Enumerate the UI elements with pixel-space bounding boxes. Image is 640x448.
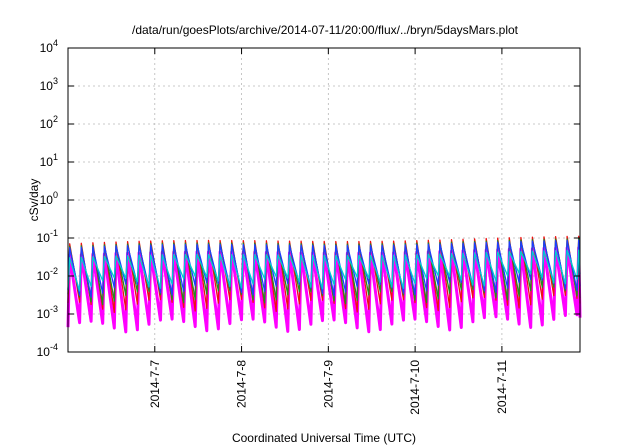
y-tick-label: 104 [40, 38, 58, 55]
x-tick-label: 2014-7-8 [235, 360, 249, 408]
flux-series-line [67, 239, 581, 298]
chart-title: /data/run/goesPlots/archive/2014-07-11/2… [132, 23, 519, 37]
series-layer [66, 235, 582, 334]
flux-series-line [67, 238, 581, 306]
y-tick-label: 10-2 [37, 266, 58, 283]
y-tick-label: 10-4 [37, 342, 58, 359]
y-axis-label: cSv/day [27, 179, 41, 222]
y-tick-label: 102 [40, 114, 58, 131]
y-tick-label: 10-1 [37, 228, 58, 245]
x-tick-label: 2014-7-11 [495, 360, 509, 414]
y-tick-label: 101 [40, 152, 58, 169]
y-tick-label: 100 [40, 190, 58, 207]
y-tick-label: 10-3 [37, 304, 58, 321]
flux-series-line [67, 235, 581, 314]
x-tick-label: 2014-7-10 [408, 360, 422, 415]
y-tick-label: 103 [40, 76, 58, 93]
x-tick-label: 2014-7-9 [321, 360, 335, 408]
x-tick-label: 2014-7-7 [148, 360, 162, 408]
flux-series-line [67, 249, 581, 292]
x-axis: 2014-7-7 2014-7-8 2014-7-9 2014-7-10 2014-7-… [148, 48, 509, 415]
x-axis-label: Coordinated Universal Time (UTC) [232, 431, 416, 445]
y-axis: 10-4 10-3 10-2 10-1 100 101 102 103 104 [37, 38, 580, 359]
